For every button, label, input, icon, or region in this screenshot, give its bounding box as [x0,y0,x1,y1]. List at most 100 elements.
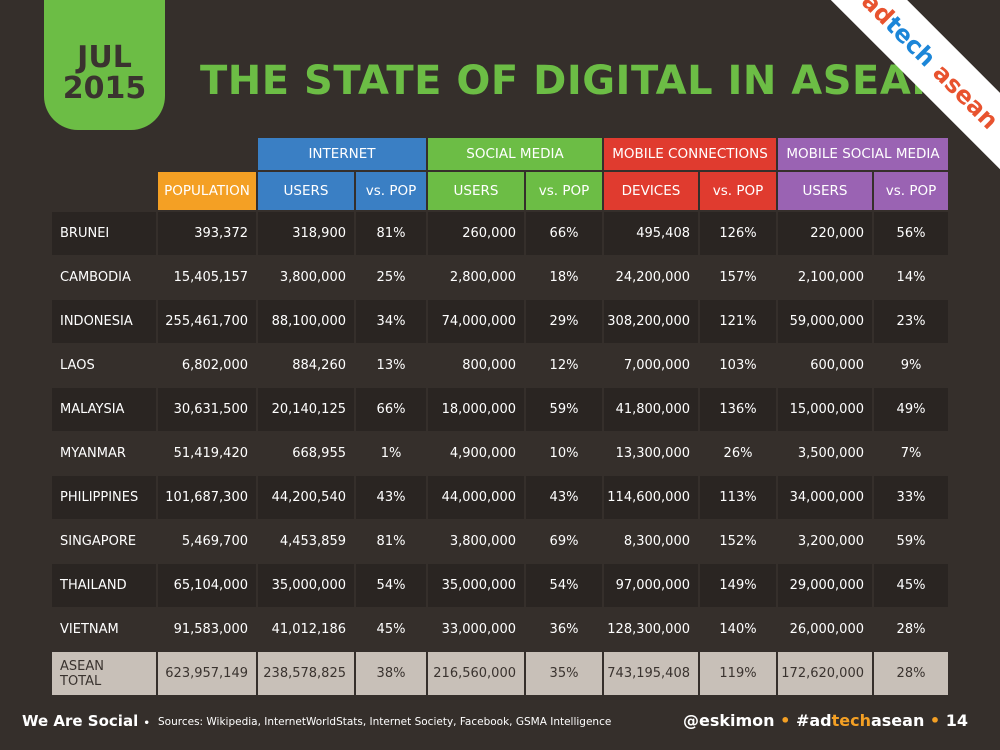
cell-social-pct: 66% [526,212,602,255]
footer-sources: Sources: Wikipedia, InternetWorldStats, … [158,716,612,728]
cell-mobile-devices: 7,000,000 [623,358,690,373]
cell-social-pct: 29% [526,300,602,343]
cell-mobile-devices: 13,300,000 [615,446,690,461]
cell-internet-pct: 34% [356,300,426,343]
cell-social-users: 2,800,000 [449,270,516,285]
cell-msm-users: 3,500,000 [797,446,864,461]
cell-internet-pct: 43% [356,476,426,519]
cell-country: SINGAPORE [60,534,137,549]
cell-social-pct: 12% [549,358,579,373]
cell-msm-pct: 14% [896,270,926,285]
cell-population: 5,469,700 [181,534,248,549]
cell-social-users: 216,560,000 [428,652,524,695]
table-row: SINGAPORE 5,469,700 4,453,859 81% 3,800,000 6… [52,520,948,563]
date-badge: JUL 2015 [44,0,165,130]
cell-msm-users: 3,200,000 [797,534,864,549]
cell-social-pct: 54% [526,564,602,607]
cell-population: 30,631,500 [158,388,256,431]
cell-msm-users: 29,000,000 [778,564,872,607]
cell-mobile-pct: 152% [719,534,757,549]
cell-population: 91,583,000 [173,622,248,637]
cell-mobile-devices: 495,408 [604,212,698,255]
subheader-population: POPULATION [158,172,256,210]
cell-msm-pct: 56% [874,212,948,255]
cell-country: MYANMAR [60,446,126,461]
table-row: CAMBODIA 15,405,157 3,800,000 25% 2,800,000 1… [52,256,948,299]
cell-social-users: 800,000 [462,358,516,373]
badge-month: JUL [77,40,132,75]
cell-mobile-pct: 121% [700,300,776,343]
cell-country: ASEAN TOTAL [52,652,156,695]
cell-internet-users: 4,453,859 [279,534,346,549]
cell-msm-users: 26,000,000 [789,622,864,637]
cell-population: 255,461,700 [158,300,256,343]
cell-mobile-devices: 8,300,000 [623,534,690,549]
cell-social-pct: 69% [549,534,579,549]
cell-country: VIETNAM [60,622,119,637]
cell-mobile-devices: 743,195,408 [604,652,698,695]
table-row: LAOS 6,802,000 884,260 13% 800,000 12% 7,000,0… [52,344,948,387]
cell-msm-users: 220,000 [778,212,872,255]
cell-country: MALAYSIA [52,388,156,431]
cell-social-users: 33,000,000 [441,622,516,637]
cell-internet-pct: 54% [356,564,426,607]
cell-mobile-pct: 140% [719,622,757,637]
cell-social-pct: 18% [549,270,579,285]
table-row: VIETNAM 91,583,000 41,012,186 45% 33,000,000… [52,608,948,651]
cell-internet-pct: 45% [376,622,406,637]
cell-country: CAMBODIA [60,270,131,285]
cell-msm-pct: 23% [874,300,948,343]
cell-social-users: 3,800,000 [449,534,516,549]
cell-country: BRUNEI [52,212,156,255]
cell-mobile-pct: 103% [719,358,757,373]
cell-internet-pct: 13% [376,358,406,373]
cell-internet-users: 884,260 [292,358,346,373]
cell-population: 623,957,149 [158,652,256,695]
cell-population: 65,104,000 [158,564,256,607]
cell-country: THAILAND [52,564,156,607]
subheader-internet-users: USERS [258,172,354,210]
group-header-mobile-connections: MOBILE CONNECTIONS [604,138,776,170]
table-row: PHILIPPINES 101,687,300 44,200,540 43% 44,00… [52,476,948,519]
cell-population: 393,372 [158,212,256,255]
cell-internet-pct: 66% [356,388,426,431]
cell-social-users: 35,000,000 [428,564,524,607]
cell-social-users: 74,000,000 [428,300,524,343]
cell-social-pct: 36% [549,622,579,637]
cell-msm-users: 172,620,000 [778,652,872,695]
cell-social-users: 44,000,000 [428,476,524,519]
cell-msm-pct: 59% [896,534,926,549]
cell-msm-pct: 7% [900,446,922,461]
cell-msm-pct: 28% [896,622,926,637]
cell-msm-users: 2,100,000 [797,270,864,285]
cell-mobile-pct: 26% [723,446,753,461]
cell-internet-pct: 81% [376,534,406,549]
cell-mobile-devices: 128,300,000 [607,622,690,637]
cell-msm-users: 15,000,000 [778,388,872,431]
cell-msm-pct: 28% [874,652,948,695]
cell-country: INDONESIA [52,300,156,343]
cell-internet-users: 44,200,540 [258,476,354,519]
cell-country: LAOS [60,358,95,373]
cell-social-users: 4,900,000 [449,446,516,461]
group-header-social-media: SOCIAL MEDIA [428,138,602,170]
table-row: MALAYSIA 30,631,500 20,140,125 66% 18,000,00… [52,388,948,431]
cell-social-users: 18,000,000 [428,388,524,431]
subheader-msm-users: USERS [778,172,872,210]
cell-internet-users: 88,100,000 [258,300,354,343]
subheader-mobile-vs-pop: vs. POP [700,172,776,210]
footer-brand: We Are Social • [22,712,150,730]
cell-internet-pct: 81% [356,212,426,255]
cell-mobile-pct: 157% [719,270,757,285]
subheader-mobile-devices: DEVICES [604,172,698,210]
cell-social-pct: 59% [526,388,602,431]
subheader-msm-vs-pop: vs. POP [874,172,948,210]
total-row: ASEAN TOTAL 623,957,149 238,578,825 38% 216,… [52,652,948,695]
cell-msm-pct: 9% [900,358,922,373]
cell-internet-users: 668,955 [292,446,346,461]
cell-mobile-devices: 114,600,000 [604,476,698,519]
cell-population: 101,687,300 [158,476,256,519]
cell-internet-pct: 25% [376,270,406,285]
cell-internet-pct: 38% [356,652,426,695]
cell-msm-pct: 49% [874,388,948,431]
